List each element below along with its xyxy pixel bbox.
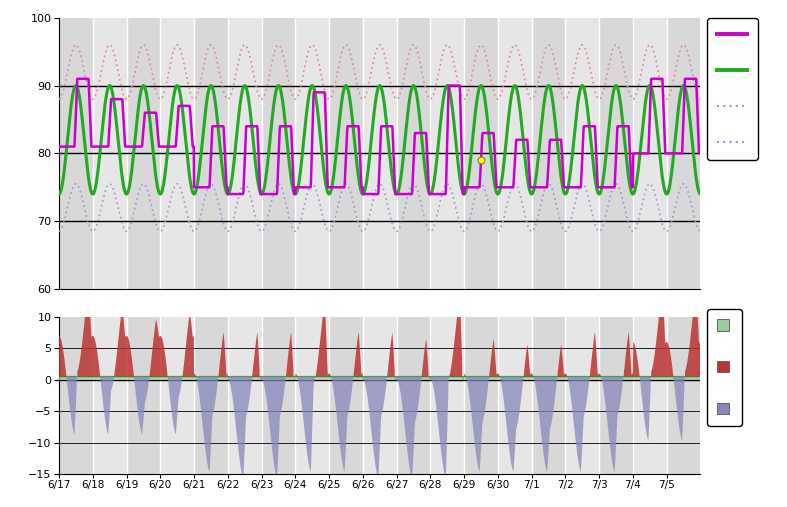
Bar xyxy=(295,18,329,289)
Bar xyxy=(498,18,532,289)
Bar xyxy=(93,317,127,474)
Bar xyxy=(633,18,667,289)
Bar xyxy=(667,18,700,289)
Bar xyxy=(599,317,633,474)
Bar xyxy=(599,18,633,289)
Bar xyxy=(464,317,498,474)
Legend: , , , : , , , xyxy=(707,18,758,160)
Bar xyxy=(667,317,700,474)
Bar xyxy=(161,18,194,289)
Bar xyxy=(464,18,498,289)
Bar xyxy=(127,317,161,474)
Bar xyxy=(565,317,599,474)
Legend: , , : , , xyxy=(707,309,741,426)
Bar xyxy=(397,18,430,289)
Bar xyxy=(227,317,261,474)
Bar xyxy=(430,317,464,474)
Bar xyxy=(261,18,295,289)
Bar xyxy=(93,18,127,289)
Bar xyxy=(565,18,599,289)
Bar xyxy=(59,317,93,474)
Bar xyxy=(532,18,565,289)
Bar xyxy=(363,18,397,289)
Bar xyxy=(397,317,430,474)
Bar xyxy=(329,18,363,289)
Bar xyxy=(295,317,329,474)
Bar xyxy=(430,18,464,289)
Bar xyxy=(161,317,194,474)
Bar xyxy=(227,18,261,289)
Bar xyxy=(633,317,667,474)
Bar xyxy=(363,317,397,474)
Bar xyxy=(59,18,93,289)
Bar xyxy=(127,18,161,289)
Bar xyxy=(194,317,227,474)
Bar xyxy=(261,317,295,474)
Bar xyxy=(194,18,227,289)
Bar xyxy=(532,317,565,474)
Bar xyxy=(329,317,363,474)
Bar xyxy=(498,317,532,474)
